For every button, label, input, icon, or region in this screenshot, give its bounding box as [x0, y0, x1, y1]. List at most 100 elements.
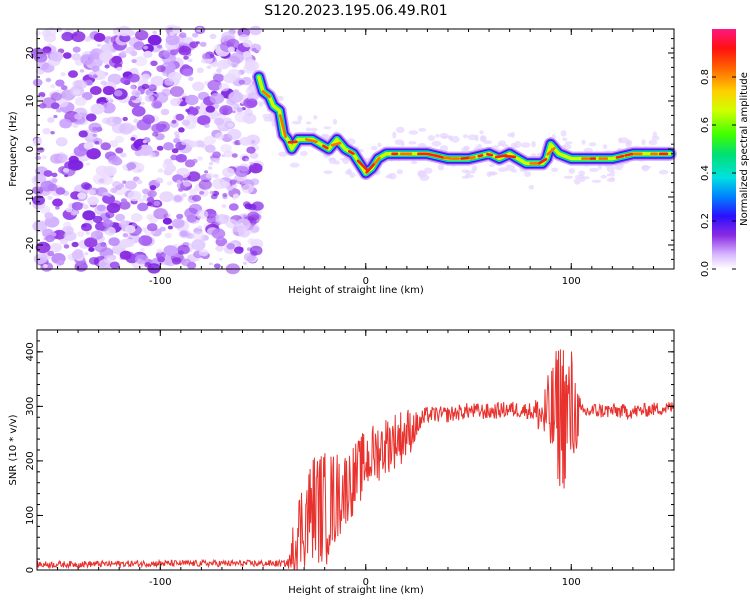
noise-blob: [175, 113, 185, 121]
y-tick-label: 400: [25, 342, 36, 361]
noise-blob: [134, 56, 148, 67]
noise-blob: [86, 113, 97, 122]
noise-blob: [87, 189, 96, 196]
halo-blob: [641, 139, 646, 146]
noise-blob: [84, 237, 98, 248]
noise-blob: [183, 36, 193, 44]
noise-blob: [86, 148, 101, 160]
noise-blob: [206, 65, 212, 69]
noise-blob: [50, 131, 55, 135]
halo-blob: [305, 127, 311, 132]
halo-blob: [396, 126, 405, 134]
halo-blob: [439, 132, 449, 139]
noise-blob: [57, 260, 65, 266]
noise-blob: [150, 60, 158, 67]
noise-blob: [63, 244, 70, 249]
halo-blob: [305, 121, 312, 125]
snr-series-line: [36, 349, 675, 571]
noise-blob: [192, 32, 199, 38]
halo-blob: [417, 170, 425, 177]
noise-blob: [138, 198, 145, 203]
noise-blob: [32, 78, 43, 87]
halo-blob: [289, 162, 300, 168]
noise-blob: [35, 241, 51, 254]
noise-blob: [131, 106, 146, 117]
noise-blob: [120, 198, 127, 203]
noise-blob: [207, 79, 222, 91]
noise-blob: [102, 192, 108, 196]
noise-blob: [102, 194, 116, 204]
snr-y-label: SNR (10 * v/v): [8, 414, 19, 485]
y-tick-label: 200: [25, 451, 36, 470]
noise-blob: [32, 186, 44, 195]
halo-blob: [483, 140, 493, 145]
noise-blob: [163, 158, 173, 166]
halo-blob: [309, 127, 318, 132]
noise-blob: [82, 204, 89, 210]
snr-x-ticks: -100 0 100: [57, 330, 675, 588]
noise-blob: [156, 248, 163, 254]
noise-blob: [72, 80, 83, 88]
noise-blob: [153, 208, 168, 220]
halo-blob: [392, 131, 397, 139]
halo-blob: [476, 144, 483, 150]
noise-blob: [197, 115, 211, 126]
noise-blob: [68, 159, 83, 171]
noise-blob: [68, 70, 78, 78]
noise-blob: [215, 245, 224, 252]
noise-blob: [208, 162, 214, 166]
noise-blob: [199, 191, 205, 195]
noise-blob: [198, 249, 209, 257]
noise-blob: [242, 51, 252, 58]
noise-blob: [234, 111, 249, 123]
noise-blob: [88, 247, 95, 253]
noise-blob: [229, 179, 237, 185]
noise-blob: [178, 45, 192, 56]
halo-blob: [300, 150, 308, 157]
noise-blob: [186, 214, 197, 223]
noise-blob: [137, 202, 149, 212]
noise-blob: [187, 58, 193, 63]
halo-blob: [609, 177, 615, 181]
noise-blob: [35, 31, 41, 36]
noise-blob: [130, 50, 138, 57]
snr-x-label: Height of straight line (km): [288, 585, 424, 596]
y-tick-label: -20: [25, 237, 36, 253]
halo-blob: [291, 120, 302, 125]
noise-blob: [213, 263, 221, 269]
noise-blob: [202, 53, 211, 60]
noise-blob: [63, 231, 77, 242]
noise-blob: [91, 65, 100, 73]
halo-blob: [568, 168, 575, 174]
snr-y-ticks: 0 100 200 300 400: [25, 329, 674, 573]
noise-blob: [191, 239, 206, 251]
noise-blob: [106, 202, 121, 214]
colorbar-tick-label: 0.8: [700, 69, 711, 85]
noise-blob: [98, 178, 105, 184]
noise-blob: [144, 94, 155, 102]
x-tick-label: -100: [149, 577, 172, 588]
noise-blob: [143, 45, 149, 50]
halo-blob: [323, 170, 333, 175]
ridge-hot-core: [434, 154, 446, 159]
noise-blob: [173, 195, 183, 202]
noise-blob: [197, 156, 203, 161]
halo-blob: [510, 169, 518, 173]
noise-blob: [249, 163, 263, 174]
noise-blob: [196, 209, 209, 220]
noise-blob: [141, 73, 151, 81]
noise-blob: [142, 139, 148, 144]
colorbar: 0.0 0.2 0.4 0.6 0.8 Normalized spectral ampl…: [700, 29, 750, 277]
noise-blob: [60, 85, 68, 91]
noise-blob: [162, 217, 172, 225]
noise-blob: [146, 223, 158, 232]
noise-blob: [249, 161, 255, 166]
noise-blob: [239, 34, 249, 42]
noise-blob: [130, 137, 136, 141]
noise-blob: [33, 137, 42, 145]
noise-blob: [42, 97, 57, 109]
ridge-hot-core: [615, 154, 625, 159]
noise-blob: [42, 264, 48, 268]
colorbar-tick-label: 0.4: [700, 165, 711, 181]
